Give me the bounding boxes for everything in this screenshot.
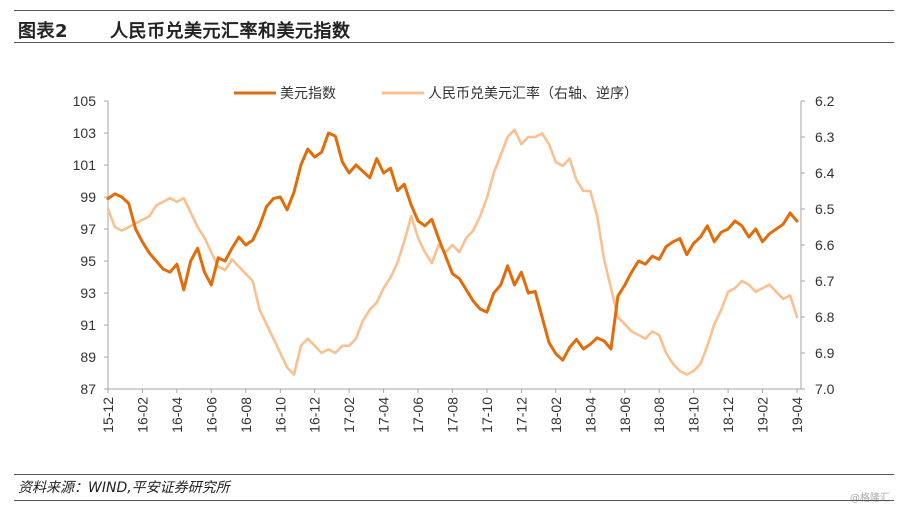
legend-label-cny: 人民币兑美元汇率（右轴、逆序）: [428, 85, 638, 102]
x-axis-tick-label: 17-12: [513, 397, 529, 433]
legend: 美元指数 人民币兑美元汇率（右轴、逆序）: [234, 85, 638, 102]
right-axis-tick-label: 6.2: [815, 93, 835, 109]
x-axis-tick-label: 18-02: [548, 397, 564, 433]
left-axis-tick-label: 93: [80, 285, 96, 301]
x-axis-tick-label: 16-04: [169, 397, 185, 433]
left-axis-tick-label: 87: [80, 381, 96, 397]
left-axis-tick-label: 91: [80, 317, 96, 333]
x-axis-tick-label: 16-12: [307, 397, 323, 433]
x-axis-tick-label: 17-08: [445, 397, 461, 433]
left-axis-tick-label: 105: [73, 93, 97, 109]
right-axis-tick-label: 6.7: [815, 273, 835, 289]
x-axis-tick-label: 18-10: [686, 397, 702, 433]
watermark: @格隆汇: [850, 493, 890, 504]
x-axis-tick-label: 17-06: [410, 397, 426, 433]
series-line: [106, 128, 799, 376]
right-axis-tick-label: 6.5: [815, 201, 835, 217]
line-chart: 美元指数 人民币兑美元汇率（右轴、逆序） 87 89 91 93 95 97 99 101 10…: [73, 85, 835, 433]
x-axis-tick-label: 18-06: [617, 397, 633, 433]
axes: 87 89 91 93 95 97 99 101 103 105 6.2 6.3 6.4 6.5 6.6 6.…: [73, 93, 835, 433]
series-dollar-index: [106, 131, 799, 362]
right-axis-tick-label: 6.3: [815, 129, 835, 145]
top-rule: [14, 10, 894, 11]
x-axis-tick-label: 19-04: [789, 397, 805, 433]
x-axis-tick-label: 16-10: [272, 397, 288, 433]
left-axis-tick-label: 103: [73, 125, 97, 141]
source-top-rule: [14, 474, 894, 475]
bottom-rule: [14, 500, 894, 501]
series-cny-rate: [106, 128, 799, 376]
figure-title: 图表2 人民币兑美元汇率和美元指数: [18, 17, 351, 43]
x-axis-tick-label: 16-06: [203, 397, 219, 433]
x-axis-tick-label: 16-08: [238, 397, 254, 433]
legend-label-dxy: 美元指数: [280, 86, 336, 102]
right-axis-tick-label: 6.8: [815, 309, 835, 325]
x-axis-tick-label: 18-12: [720, 397, 736, 433]
left-axis-tick-label: 97: [80, 221, 96, 237]
figure-title-text: 人民币兑美元汇率和美元指数: [110, 21, 351, 42]
source-note: 资料来源：WIND,平安证券研究所: [18, 480, 230, 496]
title-underline: [14, 42, 894, 43]
left-axis-tick-label: 99: [80, 189, 96, 205]
right-axis-tick-label: 7.0: [815, 381, 835, 397]
x-axis-tick-label: 15-12: [100, 397, 116, 433]
left-axis-tick-label: 95: [80, 253, 96, 269]
left-axis-tick-label: 101: [73, 157, 97, 173]
x-axis-tick-label: 17-04: [376, 397, 392, 433]
right-axis-tick-label: 6.4: [815, 165, 835, 181]
x-axis-tick-label: 18-04: [582, 397, 598, 433]
x-axis-tick-label: 19-02: [755, 397, 771, 433]
right-axis-tick-label: 6.6: [815, 237, 835, 253]
left-axis-tick-label: 89: [80, 349, 96, 365]
x-axis-tick-label: 17-10: [479, 397, 495, 433]
x-axis-tick-label: 18-08: [651, 397, 667, 433]
figure-number: 图表2: [18, 21, 69, 42]
right-axis-tick-label: 6.9: [815, 345, 835, 361]
x-axis-tick-label: 16-02: [134, 397, 150, 433]
x-axis-tick-label: 17-02: [341, 397, 357, 433]
